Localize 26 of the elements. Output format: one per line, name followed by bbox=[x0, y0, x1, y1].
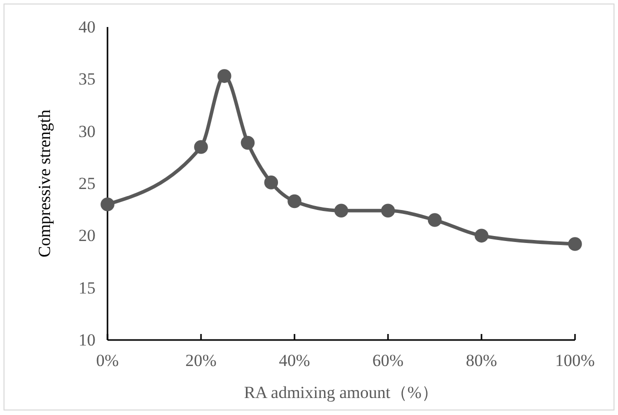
point bbox=[217, 69, 232, 83]
point bbox=[474, 228, 488, 243]
y-tick-label: 40 bbox=[78, 17, 96, 36]
y-tick-label: 35 bbox=[78, 70, 96, 89]
point bbox=[240, 136, 255, 150]
x-tick-label: 100% bbox=[555, 351, 595, 370]
y-tick-label: 20 bbox=[78, 226, 96, 246]
point bbox=[568, 237, 582, 251]
point bbox=[194, 140, 208, 154]
y-tick-label: 15 bbox=[78, 278, 96, 298]
point bbox=[264, 176, 278, 190]
point bbox=[288, 194, 302, 208]
y-tick-label: 10 bbox=[78, 330, 96, 350]
y-axis-title: Compressive strength bbox=[35, 109, 54, 258]
point bbox=[428, 213, 442, 227]
x-tick-label: 20% bbox=[185, 351, 217, 370]
x-axis-title: RA admixing amount（%） bbox=[244, 383, 439, 402]
x-tick-label: 80% bbox=[466, 351, 498, 370]
x-tick-label: 60% bbox=[372, 351, 404, 370]
point bbox=[381, 204, 395, 218]
point bbox=[334, 204, 348, 218]
point bbox=[100, 197, 114, 212]
y-tick-label: 25 bbox=[78, 174, 96, 193]
y-tick-label: 30 bbox=[78, 122, 96, 141]
x-tick-label: 0% bbox=[96, 351, 119, 370]
x-tick-label: 40% bbox=[278, 351, 310, 370]
